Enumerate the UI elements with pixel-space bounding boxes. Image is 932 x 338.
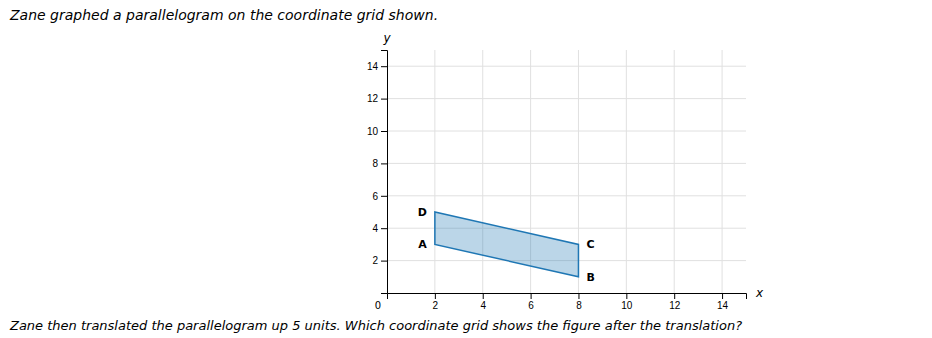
axis-line [388,294,747,300]
tick-mark [483,293,484,299]
title: Zane graphed a parallelogram on the coor… [9,7,438,23]
tick: 4 [480,293,486,311]
y-axis: 2 4 6 8 10 12 14 [367,51,388,294]
grid-line-y [387,66,746,67]
tick-label: 8 [576,300,582,311]
tick: 10 [621,293,633,311]
tick: 2 [372,255,387,266]
marks [435,212,579,277]
tick-mark [722,293,723,299]
tick: 14 [367,61,387,72]
vertex-label: A [418,238,427,251]
tick: 8 [372,158,387,169]
grid-line-x [626,50,627,293]
grid-line-y [387,131,746,132]
tick-mark [531,293,532,299]
tick-mark [674,293,675,299]
tick-mark [381,196,387,197]
grid-line-y [387,98,746,99]
tick-label: 12 [367,93,379,104]
tick-label: 6 [372,191,378,202]
caption: Zane then translated the parallelogram u… [9,318,742,333]
tick-label: 6 [528,300,534,311]
tick-mark [381,261,387,262]
tick-mark [435,293,436,299]
grid-line-x [722,50,723,293]
tick-mark [578,293,579,299]
tick: 10 [367,126,387,137]
tick: 6 [528,293,534,311]
tick: 6 [372,191,387,202]
tick: 12 [367,93,387,104]
grid-line-x [434,50,435,293]
tick-label: 4 [480,300,486,311]
origin-label: 0 [375,300,381,311]
vertex-label: B [586,271,594,284]
tick-label: 10 [621,300,633,311]
grid-line-y [387,163,746,164]
tick-mark [381,99,387,100]
vertex-label: C [586,238,594,251]
axis-line [381,51,388,294]
plot: 2 4 6 8 10 12 14 2 4 6 8 10 12 14 x y A D C B 0 [367,31,764,311]
tick-label: 4 [372,223,378,234]
grid-line-y [387,195,746,196]
tick-mark [381,163,387,164]
tick: 8 [576,293,582,311]
tick-label: 2 [433,300,439,311]
grid [387,50,746,293]
tick-label: 2 [372,255,378,266]
x-axis: 2 4 6 8 10 12 14 [388,293,747,311]
tick-mark [381,66,387,67]
tick-label: 8 [372,158,378,169]
tick: 14 [717,293,729,311]
tick-mark [626,293,627,299]
tick: 4 [372,223,387,234]
vertex-label: D [418,206,427,219]
tick: 12 [669,293,681,311]
chart: Zane graphed a parallelogram on the coor… [0,0,932,338]
tick-mark [381,228,387,229]
tick-label: 14 [367,61,379,72]
tick-label: 10 [367,126,379,137]
tick-mark [381,131,387,132]
x-axis-label: x [755,286,764,300]
grid-line-x [674,50,675,293]
y-axis-label: y [382,31,391,45]
tick: 2 [433,293,439,311]
tick-label: 14 [717,300,729,311]
parallelogram [435,212,579,277]
tick-label: 12 [669,300,681,311]
grid-line-x [482,50,483,293]
